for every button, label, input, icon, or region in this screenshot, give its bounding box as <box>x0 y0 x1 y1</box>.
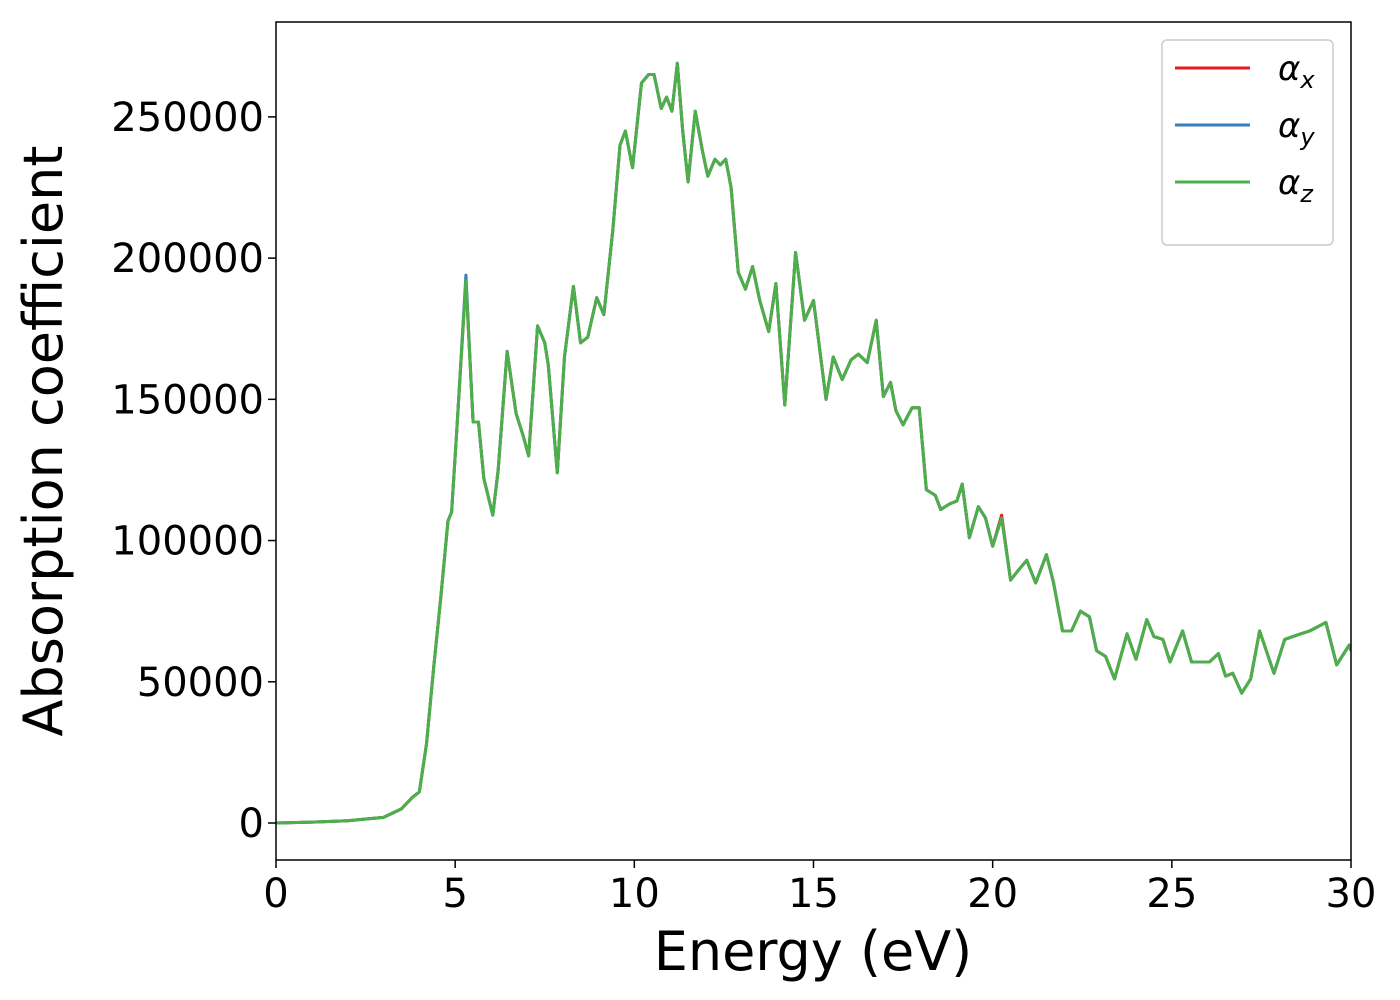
legend-box <box>1161 39 1334 246</box>
x-tick-label: 25 <box>1146 871 1197 917</box>
legend-label: αx <box>1278 49 1315 94</box>
legend-label: αz <box>1278 163 1314 208</box>
y-axis-label: Absorption coefficient <box>12 146 75 737</box>
x-axis-label: Energy (eV) <box>654 920 973 983</box>
data-line <box>276 61 1351 825</box>
x-tick-label: 15 <box>788 871 839 917</box>
legend-label: αy <box>1278 106 1315 151</box>
y-tick-label: 150000 <box>111 377 264 423</box>
y-tick-label: 100000 <box>111 519 264 565</box>
x-tick-label: 10 <box>609 871 660 917</box>
plot-lines <box>276 61 1351 825</box>
x-tick-label: 5 <box>442 871 467 917</box>
x-tick-label: 0 <box>263 871 288 917</box>
x-tick-label: 30 <box>1326 871 1377 917</box>
y-tick-label: 0 <box>239 801 264 847</box>
y-tick-label: 250000 <box>111 95 264 141</box>
y-tick-label: 200000 <box>111 236 264 282</box>
plot-frame <box>275 21 1352 861</box>
x-tick-label: 20 <box>967 871 1018 917</box>
y-tick-label: 50000 <box>137 660 264 706</box>
